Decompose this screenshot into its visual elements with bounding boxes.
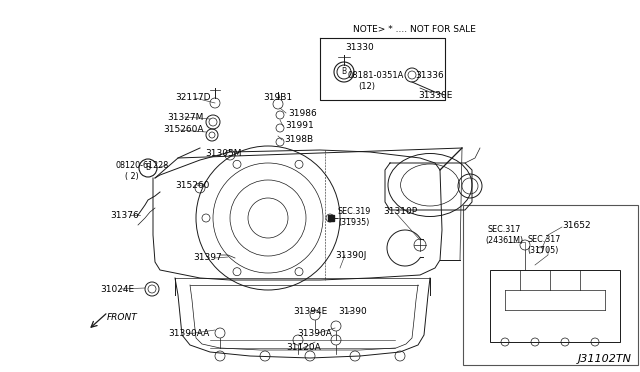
Text: 3198B: 3198B xyxy=(284,135,313,144)
Text: 31376: 31376 xyxy=(110,211,139,219)
Text: (31705): (31705) xyxy=(527,246,558,254)
Text: 31390: 31390 xyxy=(338,307,367,315)
Text: 31390AA: 31390AA xyxy=(168,330,209,339)
Text: 08120-61228: 08120-61228 xyxy=(115,160,168,170)
Text: 315260: 315260 xyxy=(175,180,209,189)
Text: 31991: 31991 xyxy=(285,122,314,131)
Text: 31336: 31336 xyxy=(415,71,444,80)
Text: 315260A: 315260A xyxy=(163,125,204,135)
Text: 31652: 31652 xyxy=(562,221,591,230)
Text: SEC.319: SEC.319 xyxy=(338,208,371,217)
Text: SEC.317: SEC.317 xyxy=(487,225,520,234)
Text: 31397: 31397 xyxy=(193,253,221,263)
Text: 31305M: 31305M xyxy=(205,148,241,157)
Text: 31330: 31330 xyxy=(345,44,374,52)
Text: FRONT: FRONT xyxy=(107,314,138,323)
Text: (24361M): (24361M) xyxy=(485,235,523,244)
Text: (31935): (31935) xyxy=(338,218,369,227)
Bar xyxy=(328,215,334,221)
Text: 31310P: 31310P xyxy=(383,208,417,217)
Text: 31024E: 31024E xyxy=(100,285,134,294)
Text: 08181-0351A: 08181-0351A xyxy=(348,71,404,80)
Text: (12): (12) xyxy=(358,81,375,90)
Text: 319B1: 319B1 xyxy=(263,93,292,102)
Text: 31390A: 31390A xyxy=(297,330,332,339)
Text: 31394E: 31394E xyxy=(293,307,327,315)
Text: 32117D: 32117D xyxy=(175,93,211,103)
Text: SEC.317: SEC.317 xyxy=(527,235,561,244)
Text: 31330E: 31330E xyxy=(418,90,452,99)
Text: B: B xyxy=(341,67,347,77)
Text: 31986: 31986 xyxy=(288,109,317,118)
Text: 31120A: 31120A xyxy=(286,343,321,353)
Bar xyxy=(463,205,638,365)
Text: ( 2): ( 2) xyxy=(125,173,139,182)
Text: 31327M: 31327M xyxy=(167,112,204,122)
Text: 31390J: 31390J xyxy=(335,250,366,260)
Text: J31102TN: J31102TN xyxy=(578,354,632,364)
Bar xyxy=(490,270,620,342)
Text: B: B xyxy=(145,164,150,173)
Text: NOTE> * .... NOT FOR SALE: NOTE> * .... NOT FOR SALE xyxy=(353,26,476,35)
